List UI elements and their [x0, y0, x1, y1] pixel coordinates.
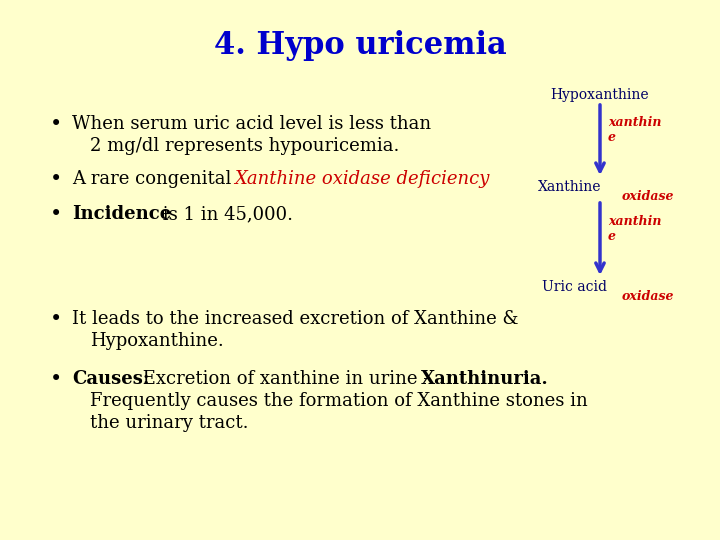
Text: xanthin
e: xanthin e	[608, 215, 662, 243]
Text: Uric acid: Uric acid	[542, 280, 608, 294]
Text: Excretion of xanthine in urine -: Excretion of xanthine in urine -	[137, 370, 435, 388]
Text: Xanthinuria.: Xanthinuria.	[421, 370, 549, 388]
Text: •: •	[50, 115, 62, 134]
Text: A rare congenital: A rare congenital	[72, 170, 237, 188]
Text: xanthin
e: xanthin e	[608, 116, 662, 144]
Text: •: •	[50, 170, 62, 189]
Text: Frequently causes the formation of Xanthine stones in: Frequently causes the formation of Xanth…	[90, 392, 588, 410]
Text: 2 mg/dl represents hypouricemia.: 2 mg/dl represents hypouricemia.	[90, 137, 400, 155]
Text: oxidase: oxidase	[622, 190, 675, 203]
Text: When serum uric acid level is less than: When serum uric acid level is less than	[72, 115, 431, 133]
Text: •: •	[50, 370, 62, 389]
Text: oxidase: oxidase	[622, 290, 675, 303]
Text: Incidence: Incidence	[72, 205, 171, 223]
Text: the urinary tract.: the urinary tract.	[90, 414, 248, 432]
Text: Xanthine oxidase deficiency: Xanthine oxidase deficiency	[234, 170, 490, 188]
Text: 4. Hypo uricemia: 4. Hypo uricemia	[214, 30, 506, 61]
Text: Hypoxanthine.: Hypoxanthine.	[90, 332, 224, 350]
Text: Hypoxanthine: Hypoxanthine	[551, 88, 649, 102]
Text: •: •	[50, 205, 62, 224]
Text: is 1 in 45,000.: is 1 in 45,000.	[157, 205, 293, 223]
Text: Xanthine: Xanthine	[539, 180, 602, 194]
Text: It leads to the increased excretion of Xanthine &: It leads to the increased excretion of X…	[72, 310, 518, 328]
Text: •: •	[50, 310, 62, 329]
Text: Causes:: Causes:	[72, 370, 150, 388]
